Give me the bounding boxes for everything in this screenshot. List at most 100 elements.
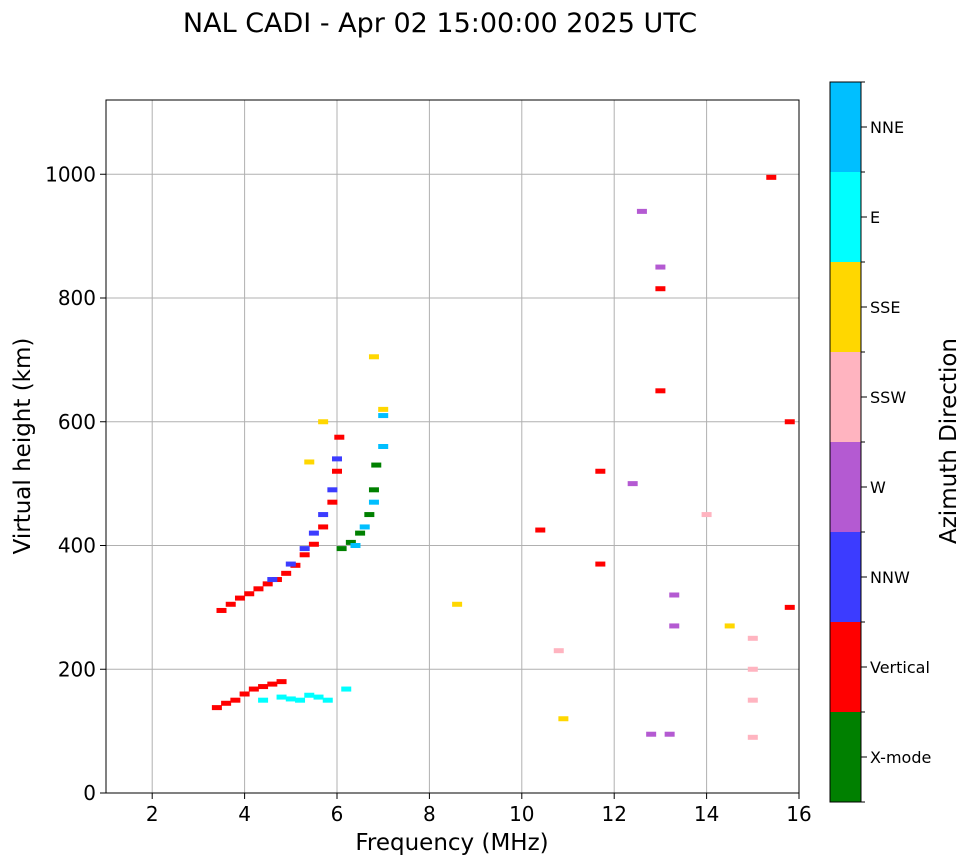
echo-point [258,684,269,690]
echo-point [211,705,222,711]
y-axis-ticks: 0 200 400 600 800 1000 [45,162,106,805]
echo-point [281,570,292,576]
echo-point [784,419,795,425]
echo-point [304,459,315,465]
echo-point [318,512,329,518]
echo-point [327,487,338,493]
echo-point [318,419,329,425]
echo-point [655,264,666,270]
echo-point [669,623,680,629]
echo-point [378,406,389,412]
colorbar: X-mode Vertical NNW W SSW SSE E NNE [829,81,931,803]
echo-point [747,666,758,672]
echo-point [452,601,463,607]
colorbar-swatch [830,82,861,172]
colorbar-label: Azimuth Direction [936,338,962,544]
colorbar-tick-label: X-mode [870,748,931,767]
grid-lines [106,100,799,793]
data-marks [211,174,795,740]
echo-point [766,174,777,180]
x-tick-label: 6 [331,802,344,826]
colorbar-swatch [830,532,861,622]
echo-point [308,530,319,536]
echo-point [359,524,370,530]
echo-point [646,731,657,737]
echo-point [258,697,269,703]
y-tick-label: 600 [58,410,96,434]
echo-point [230,697,241,703]
echo-point [332,468,342,474]
echo-point [299,546,310,552]
echo-point [332,456,342,462]
echo-point [627,481,638,487]
echo-point [334,434,345,440]
colorbar-tick-label: E [870,208,880,227]
echo-point [636,208,647,214]
echo-point [655,388,666,394]
x-tick-label: 14 [694,802,719,826]
echo-point [371,462,382,468]
echo-point [364,512,375,518]
echo-point [378,444,389,449]
echo-point [378,413,389,419]
echo-point [553,648,564,654]
echo-point [669,592,680,598]
echo-point [299,552,310,558]
echo-point [535,527,546,533]
colorbar-swatch [830,622,861,712]
echo-point [784,604,795,610]
colorbar-tick-label: SSW [870,388,906,407]
echo-point [276,679,287,685]
x-tick-label: 16 [786,802,811,826]
y-tick-label: 200 [58,657,96,681]
echo-point [253,586,264,592]
echo-point [595,468,606,474]
echo-point [355,530,366,536]
echo-point [267,681,278,687]
y-tick-label: 0 [83,781,96,805]
echo-point [724,623,735,629]
colorbar-tick-label: Vertical [870,658,930,677]
echo-point [322,697,333,703]
colorbar-swatch [830,442,861,532]
x-tick-label: 8 [423,802,436,826]
y-tick-label: 800 [58,286,96,310]
echo-point [350,543,361,548]
echo-point [747,635,758,641]
colorbar-swatch [830,352,861,442]
y-axis-label: Virtual height (km) [10,338,36,555]
echo-point [234,595,245,601]
y-tick-label: 1000 [45,162,96,186]
colorbar-frame [829,81,862,803]
echo-point [262,581,273,587]
x-tick-label: 12 [601,802,626,826]
colorbar-tick-label: W [870,478,886,497]
x-axis-label: Frequency (MHz) [355,830,548,856]
echo-point [595,561,606,567]
echo-point [701,512,712,518]
echo-point [664,731,675,737]
y-tick-label: 400 [58,534,96,558]
echo-point [327,499,338,505]
echo-point [267,577,278,583]
x-tick-label: 4 [238,802,251,826]
echo-point [216,607,227,613]
echo-point [341,686,352,692]
echo-point [318,524,329,530]
x-axis-ticks: 2 4 6 8 10 12 14 16 [146,793,812,826]
colorbar-swatch [830,262,861,352]
echo-point [304,692,315,698]
echo-point [225,601,236,607]
echo-point [308,541,319,547]
colorbar-swatch [830,172,861,262]
x-tick-label: 10 [509,802,534,826]
echo-point [276,694,287,700]
echo-point [295,697,306,703]
echo-point [248,686,259,692]
colorbar-tick-label: SSE [870,298,900,317]
echo-point [368,499,379,505]
echo-point [368,487,379,493]
echo-point [747,734,758,740]
echo-point [285,696,296,702]
